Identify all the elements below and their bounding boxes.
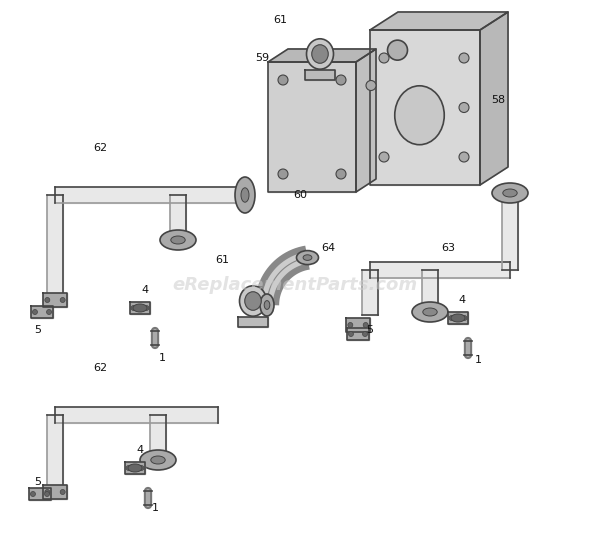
Circle shape xyxy=(60,490,65,494)
Ellipse shape xyxy=(395,86,444,144)
Circle shape xyxy=(379,53,389,63)
Ellipse shape xyxy=(312,45,328,63)
Polygon shape xyxy=(43,293,67,307)
Circle shape xyxy=(47,310,51,315)
Circle shape xyxy=(379,152,389,162)
Text: 1: 1 xyxy=(159,353,166,363)
Ellipse shape xyxy=(297,250,319,265)
Text: 61: 61 xyxy=(273,15,287,25)
Circle shape xyxy=(336,75,346,85)
Polygon shape xyxy=(305,70,335,80)
Circle shape xyxy=(363,323,368,327)
Ellipse shape xyxy=(240,286,267,316)
Ellipse shape xyxy=(151,456,165,464)
Polygon shape xyxy=(448,312,468,324)
Ellipse shape xyxy=(245,292,261,310)
Polygon shape xyxy=(29,488,51,500)
Ellipse shape xyxy=(306,39,333,69)
Circle shape xyxy=(45,490,50,494)
Text: 1: 1 xyxy=(474,355,481,365)
Text: 1: 1 xyxy=(152,503,159,513)
Ellipse shape xyxy=(241,188,249,202)
Text: 64: 64 xyxy=(321,243,335,253)
Circle shape xyxy=(45,297,50,302)
Circle shape xyxy=(131,305,136,310)
Polygon shape xyxy=(422,270,438,310)
Circle shape xyxy=(449,316,454,320)
Text: 4: 4 xyxy=(136,445,143,455)
Text: 58: 58 xyxy=(491,95,505,105)
Ellipse shape xyxy=(492,183,528,203)
Ellipse shape xyxy=(171,236,185,244)
Ellipse shape xyxy=(451,314,465,322)
Polygon shape xyxy=(480,12,508,185)
Polygon shape xyxy=(55,407,218,423)
Polygon shape xyxy=(268,49,376,62)
Polygon shape xyxy=(370,262,510,278)
Circle shape xyxy=(459,152,469,162)
Text: 59: 59 xyxy=(255,53,269,63)
Ellipse shape xyxy=(160,230,196,250)
Text: 5: 5 xyxy=(34,325,41,335)
Polygon shape xyxy=(150,415,166,458)
Ellipse shape xyxy=(235,177,255,213)
Text: 4: 4 xyxy=(142,285,149,295)
Circle shape xyxy=(139,465,144,470)
Circle shape xyxy=(459,53,469,63)
Ellipse shape xyxy=(264,301,270,309)
Polygon shape xyxy=(170,195,186,238)
Ellipse shape xyxy=(423,308,437,316)
Text: eReplacementParts.com: eReplacementParts.com xyxy=(172,276,418,294)
Polygon shape xyxy=(346,318,370,332)
Text: 63: 63 xyxy=(441,243,455,253)
Polygon shape xyxy=(47,195,63,300)
Polygon shape xyxy=(43,485,67,499)
Text: 62: 62 xyxy=(93,143,107,153)
Polygon shape xyxy=(356,49,376,192)
Circle shape xyxy=(366,80,376,90)
Circle shape xyxy=(144,305,149,310)
Circle shape xyxy=(278,75,288,85)
Circle shape xyxy=(348,323,353,327)
Text: 5: 5 xyxy=(34,477,41,487)
Polygon shape xyxy=(362,270,378,315)
Circle shape xyxy=(60,297,65,302)
Circle shape xyxy=(459,103,469,112)
Polygon shape xyxy=(502,195,518,270)
Ellipse shape xyxy=(140,450,176,470)
Circle shape xyxy=(126,465,131,470)
Circle shape xyxy=(44,492,50,496)
Text: 4: 4 xyxy=(458,295,466,305)
Text: 62: 62 xyxy=(93,363,107,373)
Polygon shape xyxy=(347,328,369,340)
Ellipse shape xyxy=(128,464,142,472)
Ellipse shape xyxy=(133,304,147,312)
Circle shape xyxy=(362,332,368,337)
Text: 5: 5 xyxy=(366,325,373,335)
Ellipse shape xyxy=(260,294,274,316)
Polygon shape xyxy=(370,12,508,30)
Polygon shape xyxy=(268,62,356,192)
Text: 61: 61 xyxy=(215,255,229,265)
Polygon shape xyxy=(55,187,245,203)
Polygon shape xyxy=(47,415,63,490)
Circle shape xyxy=(278,169,288,179)
Circle shape xyxy=(336,169,346,179)
Polygon shape xyxy=(238,317,268,327)
Circle shape xyxy=(31,492,35,496)
Circle shape xyxy=(462,316,467,320)
Text: 60: 60 xyxy=(293,190,307,200)
Polygon shape xyxy=(31,306,53,318)
Circle shape xyxy=(32,310,37,315)
Polygon shape xyxy=(130,302,150,314)
Ellipse shape xyxy=(503,189,517,197)
Circle shape xyxy=(349,332,353,337)
Ellipse shape xyxy=(412,302,448,322)
Polygon shape xyxy=(125,462,145,474)
Polygon shape xyxy=(370,30,480,185)
Circle shape xyxy=(388,40,408,60)
Ellipse shape xyxy=(303,255,312,261)
